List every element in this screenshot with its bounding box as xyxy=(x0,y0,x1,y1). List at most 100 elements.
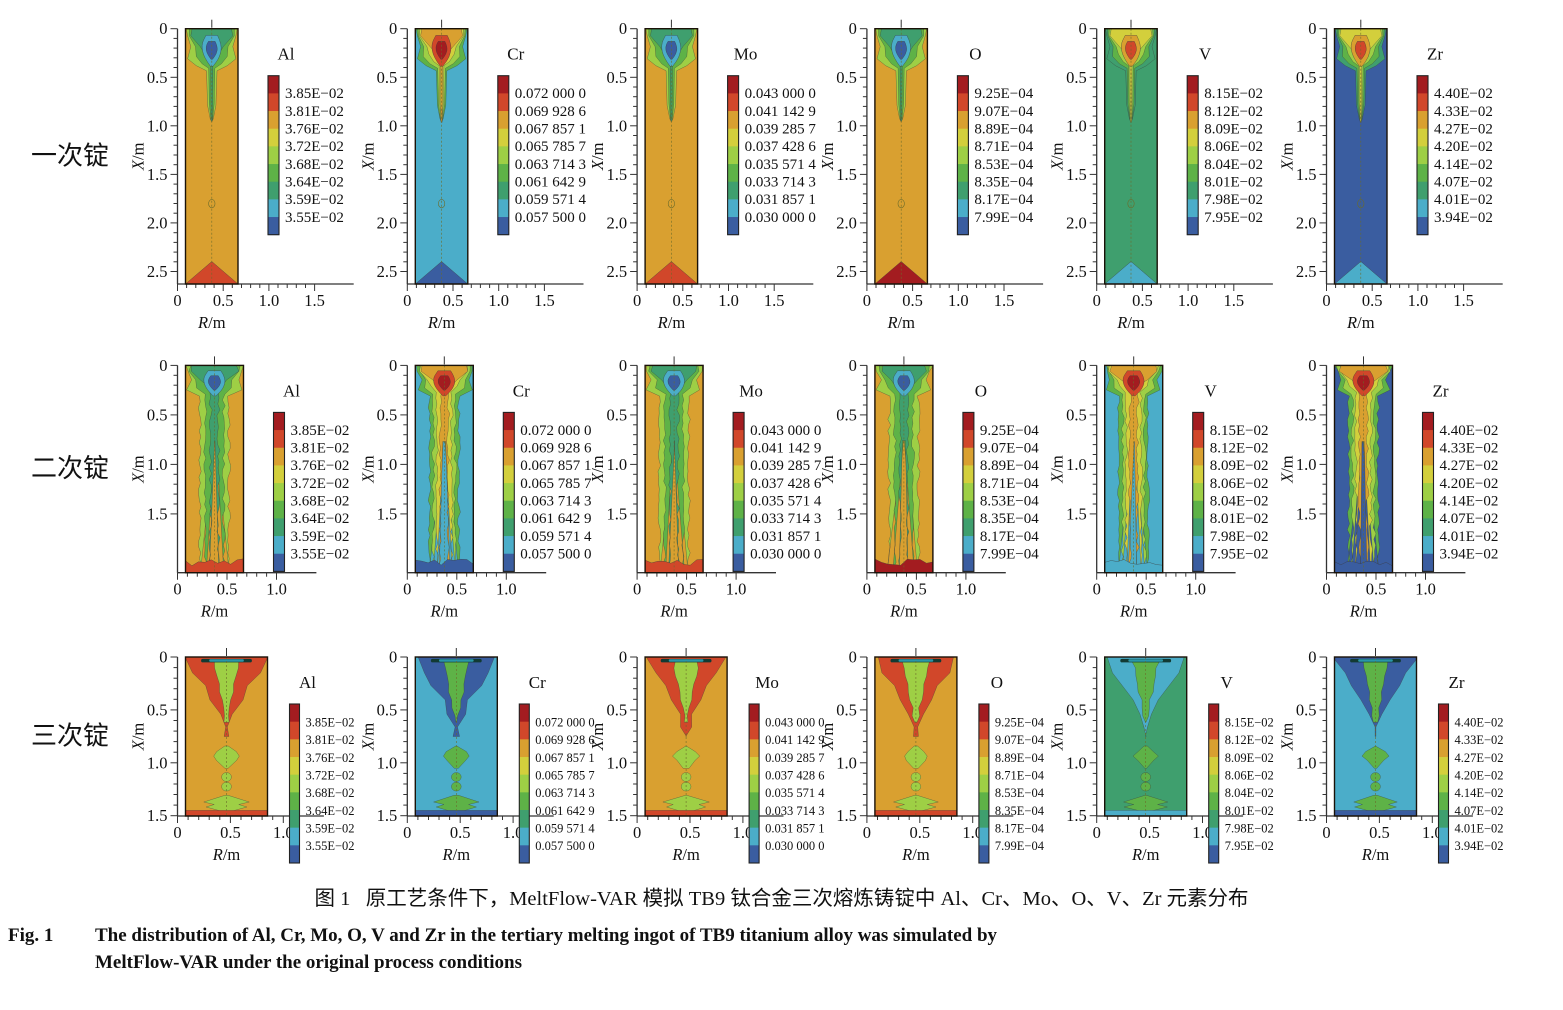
svg-text:1.5: 1.5 xyxy=(606,165,627,184)
svg-text:R/m: R/m xyxy=(427,313,456,332)
svg-text:0.030 000 0: 0.030 000 0 xyxy=(745,210,816,226)
svg-text:Cr: Cr xyxy=(507,45,524,64)
svg-text:0.5: 0.5 xyxy=(836,405,857,424)
svg-text:0.041 142 9: 0.041 142 9 xyxy=(750,441,821,457)
svg-text:3.72E−02: 3.72E−02 xyxy=(291,476,350,492)
svg-text:1.5: 1.5 xyxy=(1066,165,1087,184)
svg-text:3.94E−02: 3.94E−02 xyxy=(1434,210,1493,226)
svg-text:8.89E−04: 8.89E−04 xyxy=(995,751,1045,765)
svg-text:3.72E−02: 3.72E−02 xyxy=(306,769,355,783)
svg-text:MeltFlow-VAR under the origina: MeltFlow-VAR under the original process … xyxy=(95,952,522,973)
svg-text:X/m: X/m xyxy=(129,723,148,752)
svg-text:8.53E−04: 8.53E−04 xyxy=(995,786,1045,800)
svg-text:7.98E−02: 7.98E−02 xyxy=(1225,822,1274,836)
svg-text:1.5: 1.5 xyxy=(147,165,168,184)
svg-text:0.5: 0.5 xyxy=(680,823,701,842)
svg-text:3.85E−02: 3.85E−02 xyxy=(285,86,344,102)
svg-text:4.33E−02: 4.33E−02 xyxy=(1455,733,1504,747)
svg-text:1.0: 1.0 xyxy=(266,580,287,599)
svg-text:The distribution of Al, Cr, Mo: The distribution of Al, Cr, Mo, O, V and… xyxy=(95,925,998,946)
svg-text:R/m: R/m xyxy=(200,602,229,621)
svg-text:1.0: 1.0 xyxy=(606,116,627,135)
svg-text:0: 0 xyxy=(1322,823,1330,842)
svg-text:0.037 428 6: 0.037 428 6 xyxy=(750,476,822,492)
svg-text:2.5: 2.5 xyxy=(377,262,398,281)
svg-text:R/m: R/m xyxy=(901,845,930,864)
svg-text:1.0: 1.0 xyxy=(1296,455,1317,474)
svg-text:3.76E−02: 3.76E−02 xyxy=(291,458,350,474)
svg-text:8.17E−04: 8.17E−04 xyxy=(980,529,1039,545)
svg-text:1.5: 1.5 xyxy=(1296,504,1317,523)
svg-text:二次锭: 二次锭 xyxy=(31,454,109,483)
svg-text:R/m: R/m xyxy=(889,602,918,621)
svg-text:0.5: 0.5 xyxy=(1066,405,1087,424)
svg-text:4.01E−02: 4.01E−02 xyxy=(1455,822,1504,836)
svg-text:0.065 785 7: 0.065 785 7 xyxy=(535,769,594,783)
svg-text:0.035 571 4: 0.035 571 4 xyxy=(765,786,825,800)
svg-text:0.5: 0.5 xyxy=(217,580,238,599)
svg-text:1.5: 1.5 xyxy=(147,504,168,523)
svg-text:0: 0 xyxy=(1308,356,1316,375)
svg-text:4.01E−02: 4.01E−02 xyxy=(1440,529,1499,545)
svg-text:2.0: 2.0 xyxy=(606,213,627,232)
svg-text:1.5: 1.5 xyxy=(836,504,857,523)
svg-text:7.95E−02: 7.95E−02 xyxy=(1204,210,1263,226)
svg-text:0.041 142 9: 0.041 142 9 xyxy=(745,104,816,120)
svg-text:1.5: 1.5 xyxy=(534,291,555,310)
svg-text:0.030 000 0: 0.030 000 0 xyxy=(750,547,821,563)
svg-text:1.0: 1.0 xyxy=(147,455,168,474)
svg-text:X/m: X/m xyxy=(588,142,607,171)
svg-text:0: 0 xyxy=(1078,356,1086,375)
svg-text:0.043 000 0: 0.043 000 0 xyxy=(750,423,821,439)
svg-text:Fig. 1: Fig. 1 xyxy=(8,925,53,946)
svg-text:0: 0 xyxy=(159,356,167,375)
svg-text:0.5: 0.5 xyxy=(377,700,398,719)
svg-text:3.68E−02: 3.68E−02 xyxy=(306,786,355,800)
svg-text:0.5: 0.5 xyxy=(1066,700,1087,719)
svg-text:0: 0 xyxy=(863,580,871,599)
svg-text:X/m: X/m xyxy=(358,142,377,171)
svg-text:0.5: 0.5 xyxy=(1139,823,1160,842)
svg-text:1.5: 1.5 xyxy=(606,806,627,825)
svg-text:0.5: 0.5 xyxy=(220,823,241,842)
svg-text:0.059 571 4: 0.059 571 4 xyxy=(535,822,595,836)
svg-text:0: 0 xyxy=(1093,823,1101,842)
svg-text:0.5: 0.5 xyxy=(902,291,923,310)
svg-text:0.5: 0.5 xyxy=(676,580,697,599)
svg-text:3.64E−02: 3.64E−02 xyxy=(285,175,344,191)
svg-text:R/m: R/m xyxy=(1349,602,1378,621)
svg-text:R/m: R/m xyxy=(430,602,459,621)
svg-text:4.27E−02: 4.27E−02 xyxy=(1434,122,1493,138)
svg-text:7.99E−04: 7.99E−04 xyxy=(980,547,1039,563)
svg-text:8.15E−02: 8.15E−02 xyxy=(1225,716,1274,730)
svg-text:R/m: R/m xyxy=(657,313,686,332)
svg-text:O: O xyxy=(991,673,1003,692)
svg-text:一次锭: 一次锭 xyxy=(31,141,109,170)
svg-text:0.072 000 0: 0.072 000 0 xyxy=(535,716,594,730)
svg-text:0.5: 0.5 xyxy=(450,823,471,842)
svg-text:0.033 714 3: 0.033 714 3 xyxy=(765,804,824,818)
svg-text:0.035 571 4: 0.035 571 4 xyxy=(750,494,822,510)
svg-text:1.5: 1.5 xyxy=(304,291,325,310)
svg-text:4.07E−02: 4.07E−02 xyxy=(1440,511,1499,527)
svg-text:1.0: 1.0 xyxy=(1185,580,1206,599)
svg-text:0.063 714 3: 0.063 714 3 xyxy=(535,786,594,800)
svg-text:0.039 285 7: 0.039 285 7 xyxy=(765,751,824,765)
svg-text:R/m: R/m xyxy=(659,602,688,621)
svg-text:图 1 原工艺条件下，MeltFlow-VAR 模拟 T: 图 1 原工艺条件下，MeltFlow-VAR 模拟 TB9 钛合金三次熔炼铸锭… xyxy=(314,887,1248,910)
svg-text:8.04E−02: 8.04E−02 xyxy=(1210,494,1269,510)
svg-text:0.065 785 7: 0.065 785 7 xyxy=(515,139,587,155)
svg-text:0.5: 0.5 xyxy=(1136,580,1157,599)
svg-text:Mo: Mo xyxy=(739,381,763,400)
svg-text:0: 0 xyxy=(863,823,871,842)
svg-text:8.89E−04: 8.89E−04 xyxy=(980,458,1039,474)
svg-text:8.17E−04: 8.17E−04 xyxy=(974,192,1033,208)
svg-text:X/m: X/m xyxy=(1278,723,1297,752)
svg-text:7.98E−02: 7.98E−02 xyxy=(1210,529,1269,545)
svg-text:0.059 571 4: 0.059 571 4 xyxy=(515,192,587,208)
svg-text:0.061 642 9: 0.061 642 9 xyxy=(515,175,586,191)
svg-text:8.12E−02: 8.12E−02 xyxy=(1204,104,1263,120)
svg-text:0.067 857 1: 0.067 857 1 xyxy=(520,458,591,474)
svg-text:R/m: R/m xyxy=(212,845,241,864)
svg-text:0: 0 xyxy=(1322,580,1330,599)
